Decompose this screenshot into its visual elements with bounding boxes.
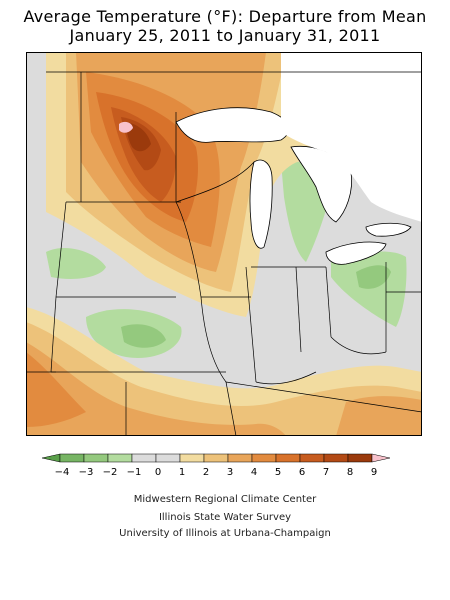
legend-tick-label: 6 (299, 467, 305, 478)
lake-michigan (249, 159, 273, 249)
legend-tick-label: −3 (79, 467, 94, 478)
anomaly-zone-warm-southwest (26, 352, 86, 427)
legend-swatch (227, 453, 253, 463)
credit-isws: Illinois State Water Survey (158, 512, 292, 523)
legend-tick-label: −1 (127, 467, 142, 478)
legend-tick-label: 1 (179, 467, 185, 478)
legend-tick-label: 0 (155, 467, 161, 478)
legend-low-arrow (41, 453, 61, 463)
legend-tick-label: 7 (323, 467, 329, 478)
anomaly-zone-warm-south-3 (26, 342, 286, 436)
anomaly-zone-warm-north-8 (126, 122, 151, 152)
color-scale-legend: −4 −3 −2 −1 0 1 2 3 4 5 6 7 8 9 (41, 453, 391, 478)
legend-swatch (59, 453, 85, 463)
temperature-departure-map (26, 52, 422, 436)
anomaly-zone-warm-southeast (336, 396, 422, 436)
map-frame (26, 52, 422, 436)
legend-tick-label: 2 (203, 467, 209, 478)
legend-tick-label: −4 (55, 467, 70, 478)
legend-swatch (179, 453, 205, 463)
legend-tick-label: −2 (103, 467, 118, 478)
lake-ontario (365, 222, 412, 237)
canada-region (281, 52, 422, 222)
legend-tick-label: 5 (275, 467, 281, 478)
legend-swatch (155, 453, 181, 463)
legend-tick-label: 8 (347, 467, 353, 478)
legend-swatch (323, 453, 349, 463)
anomaly-zone-cool-east-core (356, 265, 391, 289)
anomaly-zone-warm-north-9 (119, 121, 133, 133)
legend-tick-label: 4 (251, 467, 257, 478)
legend-tick-label: 9 (371, 467, 377, 478)
map-date-range: January 25, 2011 to January 31, 2011 (69, 26, 381, 45)
legend-tick-label: 3 (227, 467, 233, 478)
credit-uiuc: University of Illinois at Urbana-Champai… (119, 528, 331, 539)
legend-swatch (275, 453, 301, 463)
anomaly-zone-cool-north-plains (46, 247, 106, 279)
legend-swatch (131, 453, 157, 463)
state-boundaries (26, 71, 422, 436)
legend-swatch (203, 453, 229, 463)
credit-mrcc: Midwestern Regional Climate Center (133, 494, 317, 505)
lake-superior (175, 107, 290, 143)
map-title: Average Temperature (°F): Departure from… (23, 7, 427, 26)
legend-swatch (347, 453, 373, 463)
legend-swatch (251, 453, 277, 463)
legend-swatch (107, 453, 133, 463)
anomaly-zone-cool-central-core (121, 324, 166, 348)
legend-swatch (83, 453, 109, 463)
legend-high-arrow (371, 453, 391, 463)
lake-erie (325, 241, 387, 265)
legend-swatch (299, 453, 325, 463)
